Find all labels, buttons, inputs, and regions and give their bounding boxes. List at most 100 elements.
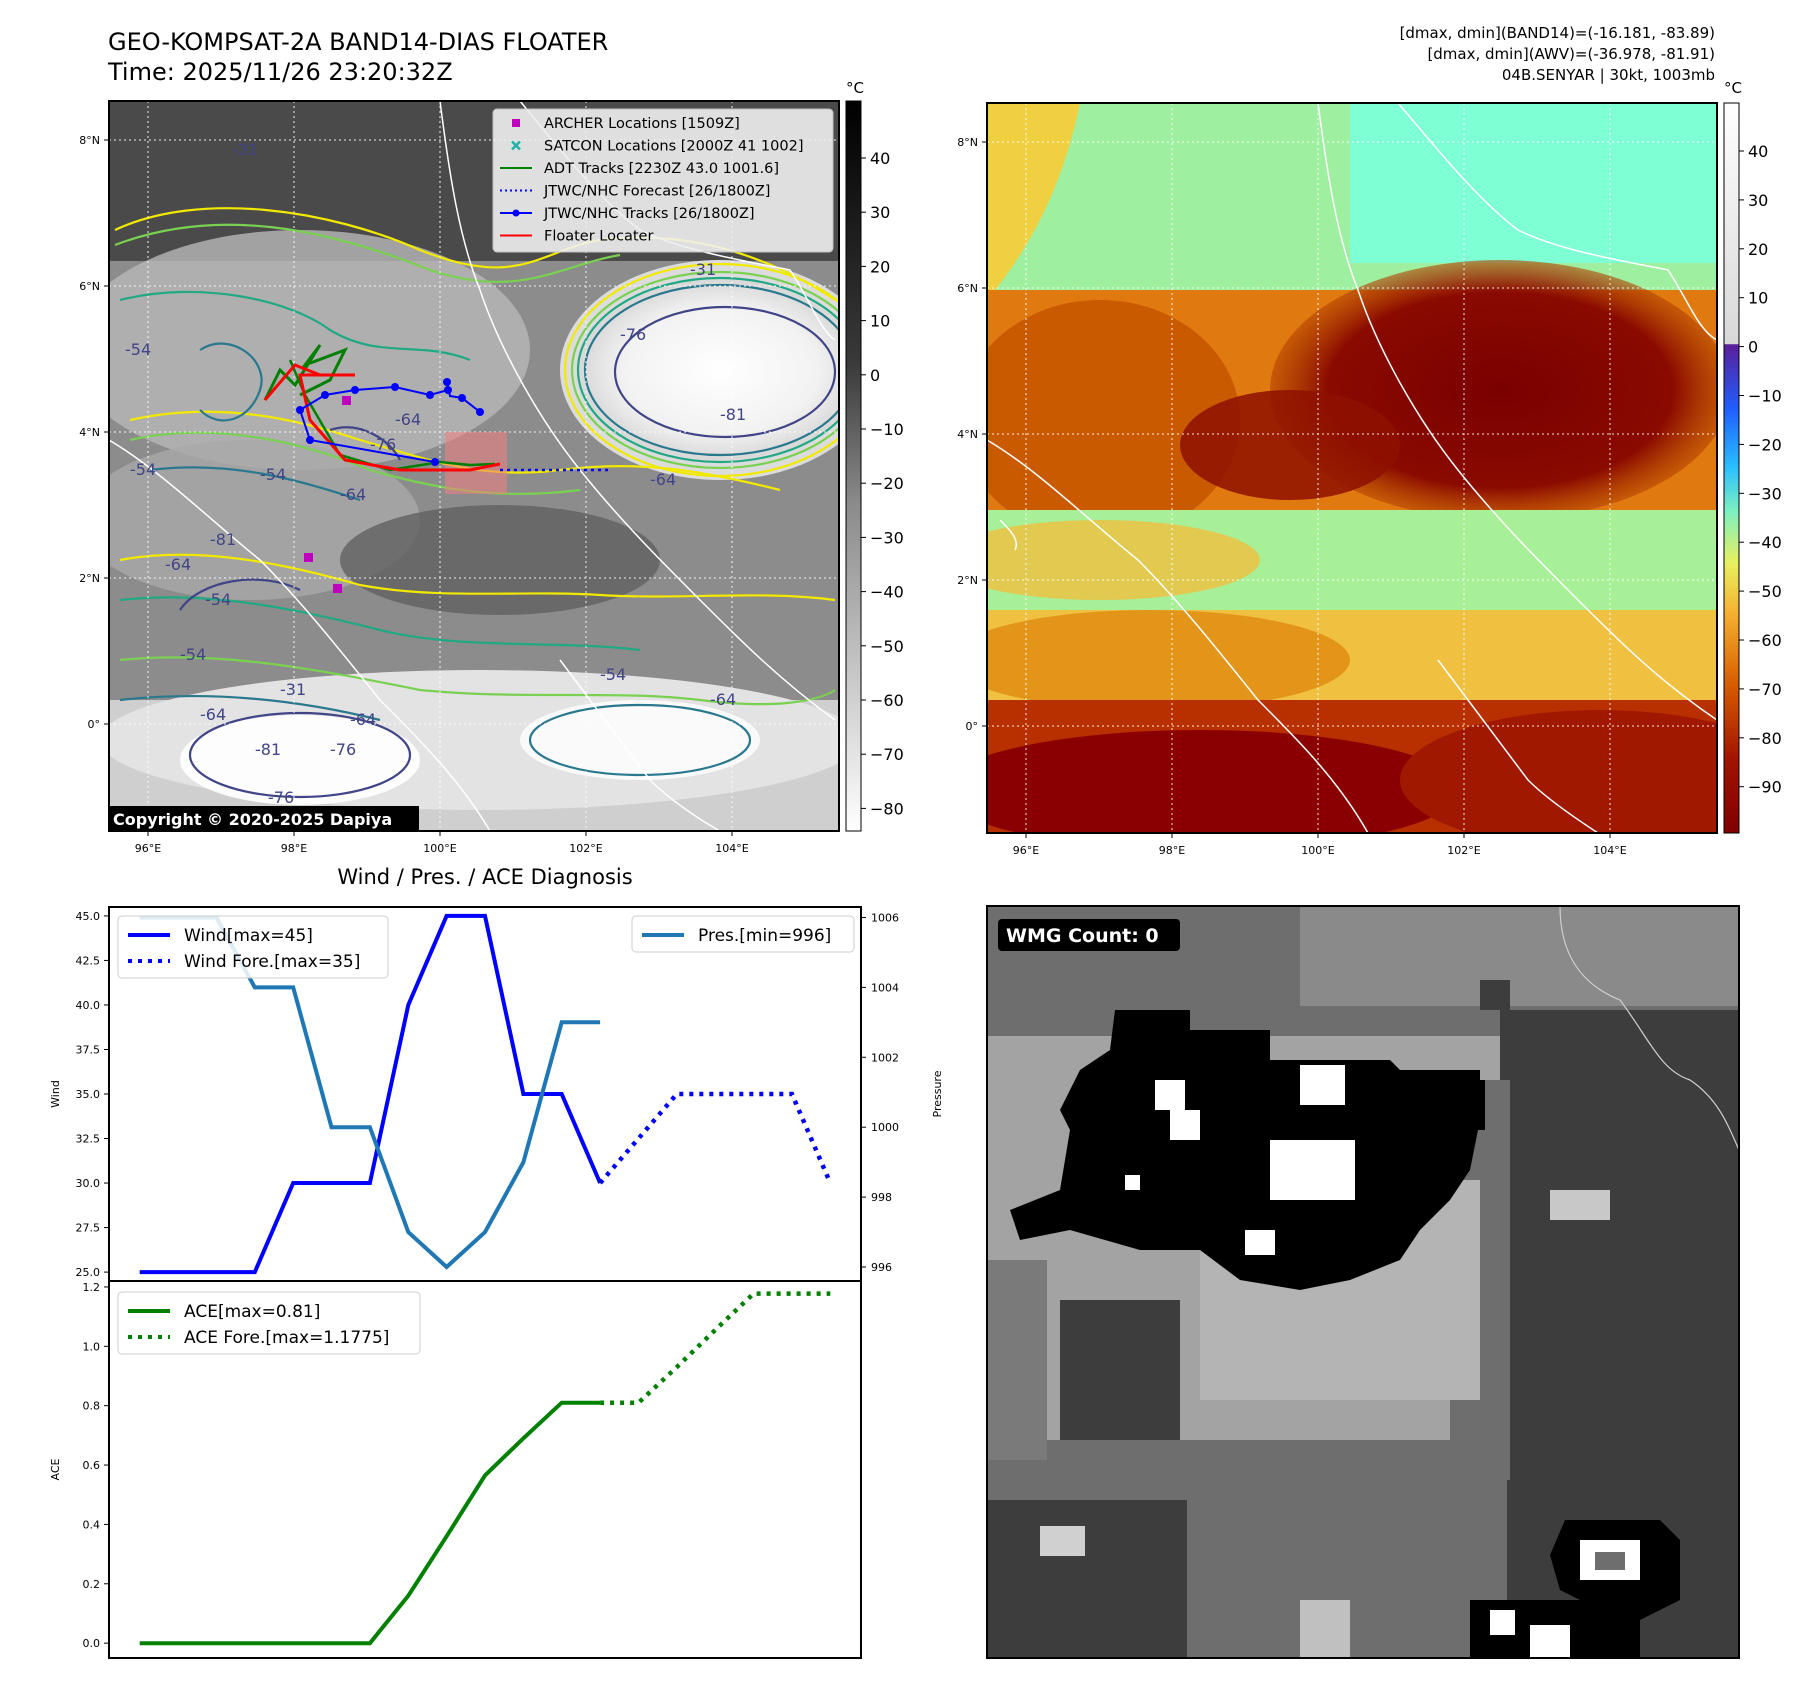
y-tick-label: 27.5: [76, 1222, 101, 1235]
colorbar-tick: −50: [1748, 582, 1782, 601]
y2-tick-label: 996: [871, 1261, 892, 1274]
colorbar-gray: °C 40 30 20 10 0 −10 −20 −30 −40 −50 −60 −70 −80: [845, 79, 904, 832]
legend-item: JTWC/NHC Forecast [26/1800Z]: [500, 184, 770, 200]
lat-tick-label: 4°N: [957, 428, 978, 441]
contour-label: -76: [370, 435, 396, 454]
stats-line2: [dmax, dmin](AWV)=(-36.978, -81.91): [1427, 45, 1715, 63]
lat-tick-label: 0°: [88, 718, 101, 731]
contour-label: -81: [720, 405, 746, 424]
colorbar-tick: −20: [870, 474, 904, 493]
y2-tick-label: 1006: [871, 911, 899, 924]
contour-labels: -31-31-76-81-76-64-64-54-54-64-54-31-64-…: [125, 140, 746, 807]
colorbar-tick: 40: [870, 149, 890, 168]
colorbar-tick: −60: [1748, 631, 1782, 650]
lat-tick-label: 8°N: [957, 136, 978, 149]
lat-ticks-b: 8°N 6°N 4°N 2°N 0°: [957, 136, 987, 733]
contour-label: -64: [395, 410, 421, 429]
y-tick-label: 0.4: [83, 1518, 101, 1531]
legend-item: Floater Locater: [500, 229, 653, 245]
contour-label: -54: [125, 340, 151, 359]
colorbar-tick: 0: [1748, 338, 1758, 357]
chart-legend: Wind[max=45] Wind Fore.[max=35]: [117, 915, 389, 979]
y-tick-label: 0.2: [83, 1578, 101, 1591]
y-tick-label: 0.0: [83, 1637, 101, 1650]
contour-label: -54: [260, 465, 286, 484]
contour-label: -76: [268, 788, 294, 807]
contour-label: -64: [200, 705, 226, 724]
lon-tick-label: 104°E: [715, 842, 748, 855]
y2-tick-label: 998: [871, 1191, 892, 1204]
lat-ticks-a: 8°N 6°N 4°N 2°N 0°: [79, 134, 109, 731]
ir-color-map: [987, 103, 1717, 833]
y2-tick-label: 1000: [871, 1121, 899, 1134]
legend-label: ACE Fore.[max=1.1775]: [184, 1328, 389, 1348]
map-legend: ARCHER Locations [1509Z] SATCON Locations…: [492, 108, 834, 253]
contour-label: -54: [130, 460, 156, 479]
colorbar-tick: 20: [1748, 240, 1768, 259]
y-axis-label: ACE: [49, 1458, 62, 1480]
contour-label: -76: [620, 325, 646, 344]
lon-tick-label: 102°E: [1447, 844, 1480, 857]
legend-label: ACE[max=0.81]: [184, 1302, 320, 1322]
copyright: Copyright © 2020-2025 Dapiya: [113, 810, 392, 829]
lat-tick-label: 8°N: [79, 134, 100, 147]
stats-line3: 04B.SENYAR | 30kt, 1003mb: [1502, 66, 1715, 84]
contour-label: -81: [255, 740, 281, 759]
colorbar-tick: −80: [1748, 729, 1782, 748]
colorbar-tick: −40: [870, 583, 904, 602]
y-tick-label: 32.5: [76, 1133, 101, 1146]
lon-tick-label: 98°E: [281, 842, 307, 855]
lon-tick-label: 96°E: [1013, 844, 1039, 857]
contour-label: -54: [205, 590, 231, 609]
legend-label: Pres.[min=996]: [698, 926, 831, 946]
svg-text:°C: °C: [846, 79, 864, 97]
colorbar-tick: 0: [870, 366, 880, 385]
contour-label: -31: [232, 140, 258, 159]
lat-tick-label: 0°: [966, 720, 979, 733]
y-tick-label: 35.0: [76, 1088, 101, 1101]
svg-text:Floater Locater: Floater Locater: [544, 229, 653, 245]
y2-tick-label: 1002: [871, 1051, 899, 1064]
colorbar-tick: −30: [1748, 484, 1782, 503]
contour-label: -31: [280, 680, 306, 699]
stats-line1: [dmax, dmin](BAND14)=(-16.181, -83.89): [1400, 24, 1715, 42]
svg-text:°C: °C: [1724, 79, 1742, 97]
contour-label: -64: [350, 710, 376, 729]
lat-tick-label: 4°N: [79, 426, 100, 439]
legend-item: JTWC/NHC Tracks [26/1800Z]: [500, 206, 755, 222]
lon-tick-label: 96°E: [135, 842, 161, 855]
y-tick-label: 0.6: [83, 1459, 101, 1472]
ace-chart: 1.21.00.80.60.40.20.0ACEACE[max=0.81]ACE…: [49, 1280, 862, 1659]
lon-tick-label: 104°E: [1593, 844, 1626, 857]
y-tick-label: 0.8: [83, 1400, 101, 1413]
diagnosis-title: Wind / Pres. / ACE Diagnosis: [337, 865, 632, 889]
series-line: [139, 913, 602, 1275]
lat-tick-label: 2°N: [79, 572, 100, 585]
y-axis-label: Wind: [49, 1080, 62, 1108]
colorbar-tick: −40: [1748, 533, 1782, 552]
colorbar-tick: −20: [1748, 435, 1782, 454]
y-tick-label: 25.0: [76, 1266, 101, 1279]
colorbar-tick: −80: [870, 799, 904, 818]
lon-tick-label: 98°E: [1159, 844, 1185, 857]
y-tick-label: 40.0: [76, 999, 101, 1012]
lon-ticks-b: 96°E 98°E 100°E 102°E 104°E: [1013, 833, 1627, 857]
colorbar-tick: −70: [1748, 680, 1782, 699]
legend-label: Wind[max=45]: [184, 926, 313, 946]
y-tick-label: 1.0: [83, 1340, 101, 1353]
y2-tick-label: 1004: [871, 981, 899, 994]
colorbar-tick: −90: [1748, 778, 1782, 797]
chart-legend: Pres.[min=996]: [631, 915, 855, 953]
title-line2: Time: 2025/11/26 23:20:32Z: [107, 58, 453, 86]
y-tick-label: 30.0: [76, 1177, 101, 1190]
contour-label: -64: [340, 485, 366, 504]
colorbar-tick: 40: [1748, 142, 1768, 161]
contour-label: -64: [165, 555, 191, 574]
svg-text:ARCHER Locations [1509Z]: ARCHER Locations [1509Z]: [544, 116, 740, 132]
wmg-count: WMG Count: 0: [1006, 925, 1159, 947]
legend-label: Wind Fore.[max=35]: [184, 952, 360, 972]
contour-label: -64: [650, 470, 676, 489]
title-line1: GEO-KOMPSAT-2A BAND14-DIAS FLOATER: [108, 28, 608, 56]
y2-axis-label: Pressure: [931, 1070, 944, 1117]
